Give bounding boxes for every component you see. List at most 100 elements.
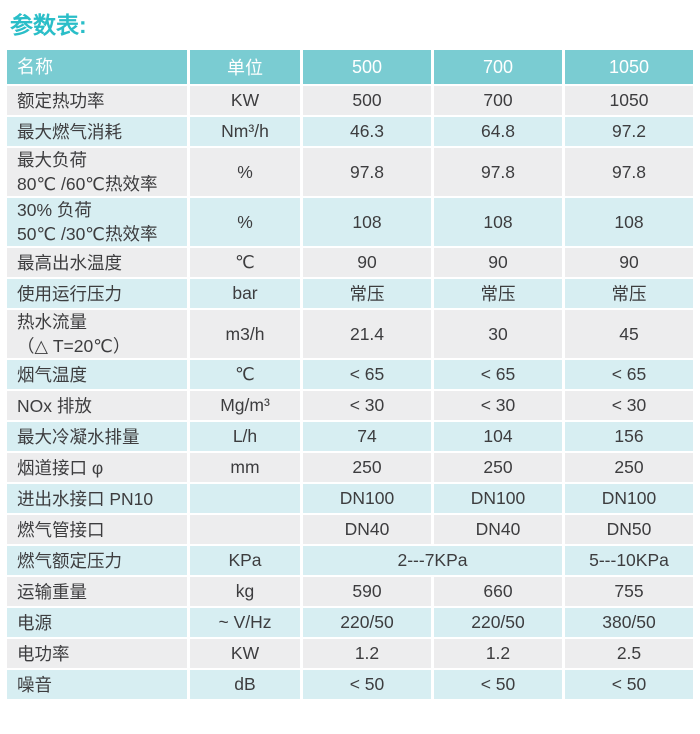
param-value: 220/50 bbox=[303, 608, 431, 637]
header-model-700: 700 bbox=[434, 50, 562, 84]
param-value: 500 bbox=[303, 86, 431, 115]
param-value: 2.5 bbox=[565, 639, 693, 668]
param-value: 380/50 bbox=[565, 608, 693, 637]
param-name: 最大冷凝水排量 bbox=[7, 422, 187, 451]
param-name: 烟道接口 φ bbox=[7, 453, 187, 482]
param-name: 最大负荷 80℃ /60℃热效率 bbox=[7, 148, 187, 196]
param-value: 1.2 bbox=[434, 639, 562, 668]
param-value: 250 bbox=[303, 453, 431, 482]
param-name: 30% 负荷 50℃ /30℃热效率 bbox=[7, 198, 187, 246]
param-unit: KW bbox=[190, 86, 300, 115]
table-row: NOx 排放 Mg/m³ < 30 < 30 < 30 bbox=[7, 391, 693, 420]
param-value: 45 bbox=[565, 310, 693, 358]
param-name: 电功率 bbox=[7, 639, 187, 668]
param-unit: dB bbox=[190, 670, 300, 699]
param-value: 常压 bbox=[303, 279, 431, 308]
param-value: 64.8 bbox=[434, 117, 562, 146]
param-unit: Nm³/h bbox=[190, 117, 300, 146]
table-row: 最大负荷 80℃ /60℃热效率% 97.8 97.8 97.8 bbox=[7, 148, 693, 196]
param-unit bbox=[190, 484, 300, 513]
param-value: 1050 bbox=[565, 86, 693, 115]
param-value: < 30 bbox=[565, 391, 693, 420]
param-name: 最大燃气消耗 bbox=[7, 117, 187, 146]
param-value: DN100 bbox=[434, 484, 562, 513]
table-row: 燃气额定压力 KPa 2---7KPa 5---10KPa bbox=[7, 546, 693, 575]
param-value: < 65 bbox=[565, 360, 693, 389]
param-value: DN50 bbox=[565, 515, 693, 544]
param-unit: mm bbox=[190, 453, 300, 482]
table-row: 热水流量 （△ T=20℃） m3/h 21.4 30 45 bbox=[7, 310, 693, 358]
spec-table: 名称 单位 500 700 1050 额定热功率 KW 500 700 1050 最大燃气… bbox=[4, 48, 696, 701]
param-value: 250 bbox=[565, 453, 693, 482]
param-name: 进出水接口 PN10 bbox=[7, 484, 187, 513]
param-name: 烟气温度 bbox=[7, 360, 187, 389]
param-value: 755 bbox=[565, 577, 693, 606]
param-value: < 65 bbox=[303, 360, 431, 389]
param-unit bbox=[190, 515, 300, 544]
param-value: 97.8 bbox=[565, 148, 693, 196]
param-value: 108 bbox=[303, 198, 431, 246]
param-value: 1.2 bbox=[303, 639, 431, 668]
param-name: NOx 排放 bbox=[7, 391, 187, 420]
param-name: 运输重量 bbox=[7, 577, 187, 606]
param-unit: KW bbox=[190, 639, 300, 668]
param-value: 700 bbox=[434, 86, 562, 115]
param-value: 90 bbox=[303, 248, 431, 277]
table-row: 烟道接口 φ mm 250 250 250 bbox=[7, 453, 693, 482]
param-unit: kg bbox=[190, 577, 300, 606]
param-name: 最高出水温度 bbox=[7, 248, 187, 277]
param-name: 燃气管接口 bbox=[7, 515, 187, 544]
header-name: 名称 bbox=[7, 50, 187, 84]
header-unit: 单位 bbox=[190, 50, 300, 84]
table-row: 使用运行压力 bar 常压 常压 常压 bbox=[7, 279, 693, 308]
param-value: 74 bbox=[303, 422, 431, 451]
param-unit: Mg/m³ bbox=[190, 391, 300, 420]
table-row: 噪音 dB < 50 < 50 < 50 bbox=[7, 670, 693, 699]
table-row: 额定热功率 KW 500 700 1050 bbox=[7, 86, 693, 115]
header-model-500: 500 bbox=[303, 50, 431, 84]
param-value: 108 bbox=[434, 198, 562, 246]
table-body: 额定热功率 KW 500 700 1050 最大燃气消耗 Nm³/h 46.3 64.8 97.2… bbox=[7, 86, 693, 699]
param-value: DN100 bbox=[303, 484, 431, 513]
param-value: 220/50 bbox=[434, 608, 562, 637]
table-row: 电功率 KW 1.2 1.2 2.5 bbox=[7, 639, 693, 668]
table-header: 名称 单位 500 700 1050 bbox=[7, 50, 693, 84]
param-unit: % bbox=[190, 198, 300, 246]
param-value: 590 bbox=[303, 577, 431, 606]
param-unit: ℃ bbox=[190, 360, 300, 389]
table-row: 烟气温度 ℃ < 65 < 65 < 65 bbox=[7, 360, 693, 389]
param-unit: % bbox=[190, 148, 300, 196]
param-value: 97.8 bbox=[434, 148, 562, 196]
param-value: 常压 bbox=[565, 279, 693, 308]
table-row: 最大燃气消耗 Nm³/h 46.3 64.8 97.2 bbox=[7, 117, 693, 146]
param-value: 21.4 bbox=[303, 310, 431, 358]
param-value: 104 bbox=[434, 422, 562, 451]
page-title: 参数表: bbox=[10, 12, 87, 38]
param-value: 5---10KPa bbox=[565, 546, 693, 575]
param-value: DN40 bbox=[303, 515, 431, 544]
table-row: 进出水接口 PN10 DN100 DN100 DN100 bbox=[7, 484, 693, 513]
table-row: 运输重量 kg 590 660 755 bbox=[7, 577, 693, 606]
table-row: 最高出水温度 ℃ 90 90 90 bbox=[7, 248, 693, 277]
header-row: 名称 单位 500 700 1050 bbox=[7, 50, 693, 84]
param-value: 30 bbox=[434, 310, 562, 358]
param-value: 46.3 bbox=[303, 117, 431, 146]
param-unit: L/h bbox=[190, 422, 300, 451]
param-value: 156 bbox=[565, 422, 693, 451]
param-unit: m3/h bbox=[190, 310, 300, 358]
param-name: 噪音 bbox=[7, 670, 187, 699]
param-unit: ℃ bbox=[190, 248, 300, 277]
param-value: DN40 bbox=[434, 515, 562, 544]
param-value: < 50 bbox=[434, 670, 562, 699]
param-value: 90 bbox=[565, 248, 693, 277]
param-name: 额定热功率 bbox=[7, 86, 187, 115]
param-value: 97.2 bbox=[565, 117, 693, 146]
param-value: < 30 bbox=[303, 391, 431, 420]
param-value: < 50 bbox=[565, 670, 693, 699]
param-value: 2---7KPa bbox=[303, 546, 562, 575]
param-value: 常压 bbox=[434, 279, 562, 308]
table-row: 最大冷凝水排量 L/h 74 104 156 bbox=[7, 422, 693, 451]
param-name: 电源 bbox=[7, 608, 187, 637]
param-unit: ~ V/Hz bbox=[190, 608, 300, 637]
